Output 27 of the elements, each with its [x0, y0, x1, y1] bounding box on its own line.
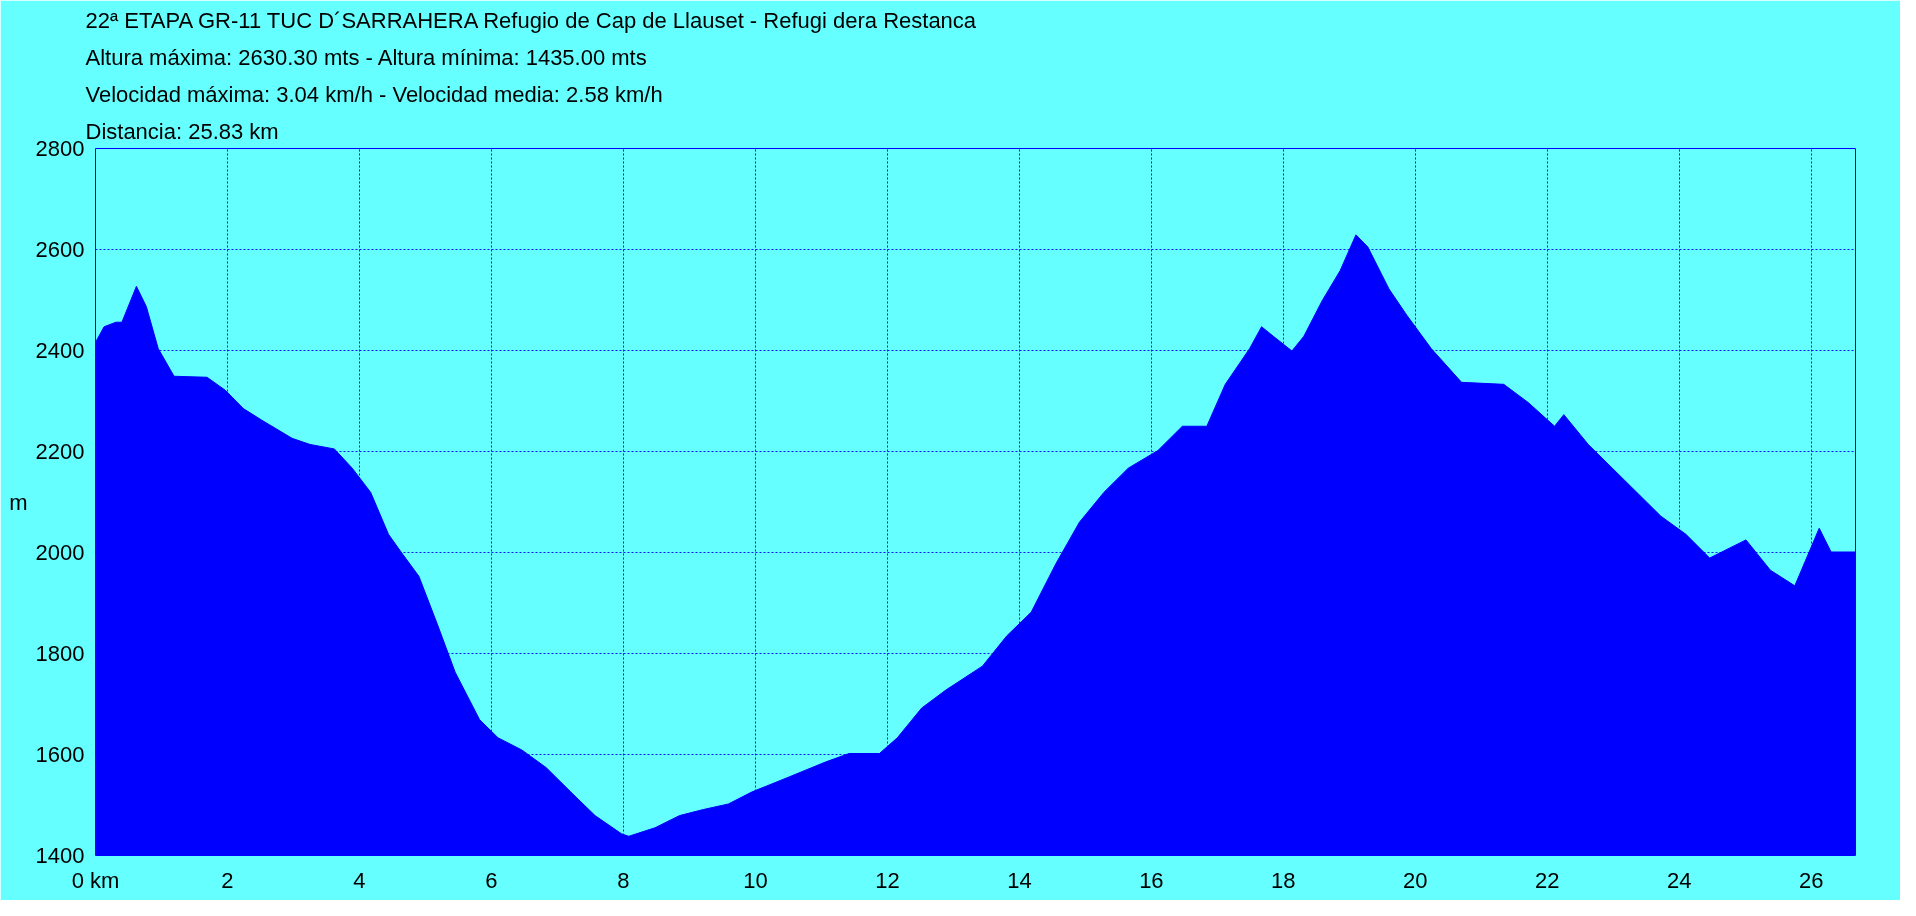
y-tick-label: 2800 [35, 136, 85, 161]
y-tick-label: 2200 [35, 439, 85, 464]
y-tick-label: 1600 [35, 742, 85, 767]
x-tick-label: 24 [1667, 867, 1692, 893]
text: Distancia: 25.83 km [85, 118, 279, 144]
x-tick-label: 22 [1535, 867, 1560, 893]
y-tick-label: 1400 [35, 843, 85, 868]
x-tick-label: 16 [1139, 867, 1164, 893]
x-tick-label: 6 [485, 867, 498, 893]
text: Altura máxima: 2630.30 mts - Altura mínima: 1435.00 mts [85, 44, 647, 70]
x-tick-label: 18 [1271, 867, 1296, 893]
x-tick-label: 8 [617, 867, 630, 893]
y-tick-label: 2400 [35, 338, 85, 363]
y-tick-label: 2600 [35, 237, 85, 262]
x-tick-label: 10 [743, 867, 768, 893]
x-tick-label: 14 [1007, 867, 1032, 893]
y-tick-label: 1800 [35, 641, 85, 666]
x-tick-label: 0 km [71, 867, 120, 893]
x-tick-label: 20 [1403, 867, 1428, 893]
x-tick-label: 12 [875, 867, 900, 893]
y-axis-title: m [9, 489, 28, 515]
chart-title: 22ª ETAPA GR-11 TUC D´SARRAHERA Refugio de Cap de Llauset - Refugi dera Restanca [85, 7, 977, 33]
x-tick-label: 2 [221, 867, 234, 893]
text: Velocidad máxima: 3.04 km/h - Velocidad media: 2.58 km/h [85, 81, 663, 107]
y-tick-label: 2000 [35, 540, 85, 565]
x-tick-label: 4 [353, 867, 366, 893]
x-tick-label: 26 [1799, 867, 1824, 893]
